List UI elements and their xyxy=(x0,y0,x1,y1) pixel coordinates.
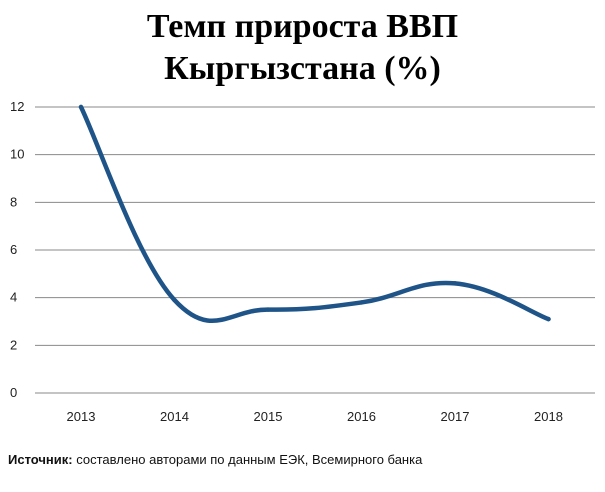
y-tick-label: 2 xyxy=(10,337,17,352)
data-point-2013 xyxy=(78,104,84,110)
data-point-2017 xyxy=(452,281,458,286)
y-tick-label: 4 xyxy=(10,290,17,305)
chart-title-line-2: Кыргызстана (%) xyxy=(164,50,441,87)
y-axis-tick-labels: 0 2 4 6 8 10 12 xyxy=(10,99,24,400)
y-tick-label: 10 xyxy=(10,147,24,162)
x-tick-label: 2017 xyxy=(441,409,470,424)
y-tick-label: 8 xyxy=(10,194,17,209)
gridlines xyxy=(35,106,595,394)
chart-title-line-1: Темп прироста ВВП xyxy=(146,8,459,45)
chart-title: Темп прироста ВВП Кыргызстана (%) xyxy=(0,6,605,90)
data-point-2018 xyxy=(546,316,551,322)
source-text: составлено авторами по данным ЕЭК, Всеми… xyxy=(72,452,423,467)
y-tick-label: 0 xyxy=(10,385,17,400)
x-axis-tick-labels: 2013 2014 2015 2016 2017 2018 xyxy=(67,409,563,424)
y-tick-label: 12 xyxy=(10,99,24,114)
x-tick-label: 2016 xyxy=(347,409,376,424)
line-chart: 0 2 4 6 8 10 12 2013 2014 2015 2016 2017 2018 xyxy=(10,99,595,424)
source-note: Источник: составлено авторами по данным … xyxy=(8,452,422,467)
x-tick-label: 2014 xyxy=(160,409,189,424)
series-layer xyxy=(78,104,551,323)
data-point-2015 xyxy=(265,307,271,312)
x-tick-label: 2018 xyxy=(534,409,563,424)
data-point-2014 xyxy=(172,297,177,303)
x-tick-label: 2015 xyxy=(254,409,283,424)
x-tick-label: 2013 xyxy=(67,409,96,424)
source-label: Источник: xyxy=(8,452,73,467)
y-tick-label: 6 xyxy=(10,242,17,257)
data-point-2016 xyxy=(359,300,364,305)
series-line-0 xyxy=(78,104,551,323)
